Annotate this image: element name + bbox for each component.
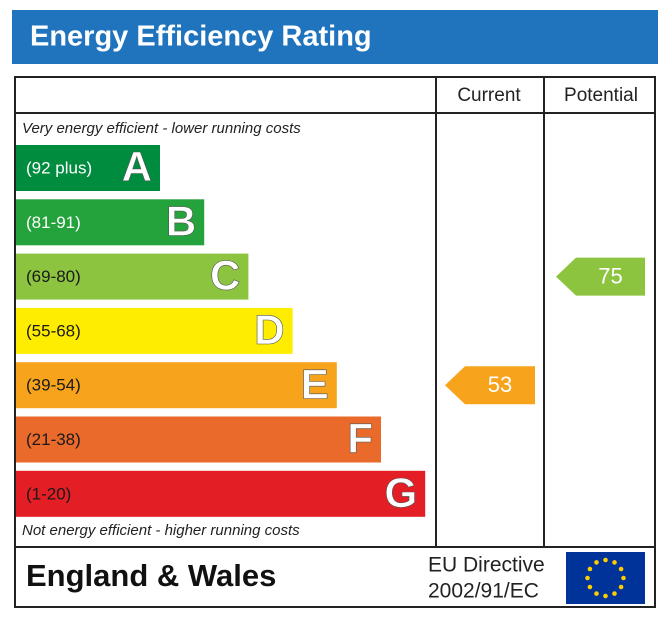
title-bar [12, 10, 658, 64]
band-range: (81-91) [26, 213, 81, 232]
band-letter: B [166, 197, 196, 244]
directive: 2002/91/EC [428, 580, 539, 603]
band [16, 307, 293, 354]
band-letter: E [301, 360, 329, 407]
band [16, 199, 205, 246]
flag-star [594, 591, 599, 596]
title: Energy Efficiency Rating [30, 21, 372, 53]
column-header: Potential [564, 85, 638, 106]
flag-star [612, 591, 617, 596]
bottom-note: Not energy efficient - higher running co… [22, 522, 300, 539]
band-letter: C [210, 252, 240, 299]
flag-star [594, 560, 599, 565]
band [16, 416, 381, 463]
band [16, 470, 426, 517]
flag-star [612, 560, 617, 565]
band-range: (21-38) [26, 430, 81, 449]
rating-arrow [556, 257, 645, 296]
rating-value: 75 [598, 263, 622, 288]
directive: EU Directive [428, 554, 545, 577]
band-range: (92 plus) [26, 158, 92, 177]
band-letter: G [385, 469, 418, 516]
flag-star [621, 575, 626, 581]
top-note: Very energy efficient - lower running co… [22, 120, 301, 137]
flag-star [618, 584, 624, 590]
band-letter: D [254, 306, 284, 353]
flag-star [587, 566, 593, 572]
flag-star [603, 557, 608, 563]
rating-value: 53 [488, 372, 512, 397]
band-range: (1-20) [26, 484, 71, 503]
band [16, 362, 337, 409]
band-letter: F [347, 415, 373, 462]
flag-star [603, 593, 608, 599]
band-range: (69-80) [26, 267, 81, 286]
flag-star [587, 584, 593, 590]
region: England & Wales [26, 558, 276, 593]
flag-star [585, 575, 590, 581]
band-letter: A [122, 143, 152, 190]
band [16, 145, 160, 191]
band [16, 253, 249, 300]
frame [14, 76, 656, 608]
rating-arrow [445, 366, 535, 405]
band-range: (55-68) [26, 321, 81, 340]
band-range: (39-54) [26, 376, 81, 395]
column-header: Current [457, 85, 521, 106]
flag-star [618, 566, 624, 572]
